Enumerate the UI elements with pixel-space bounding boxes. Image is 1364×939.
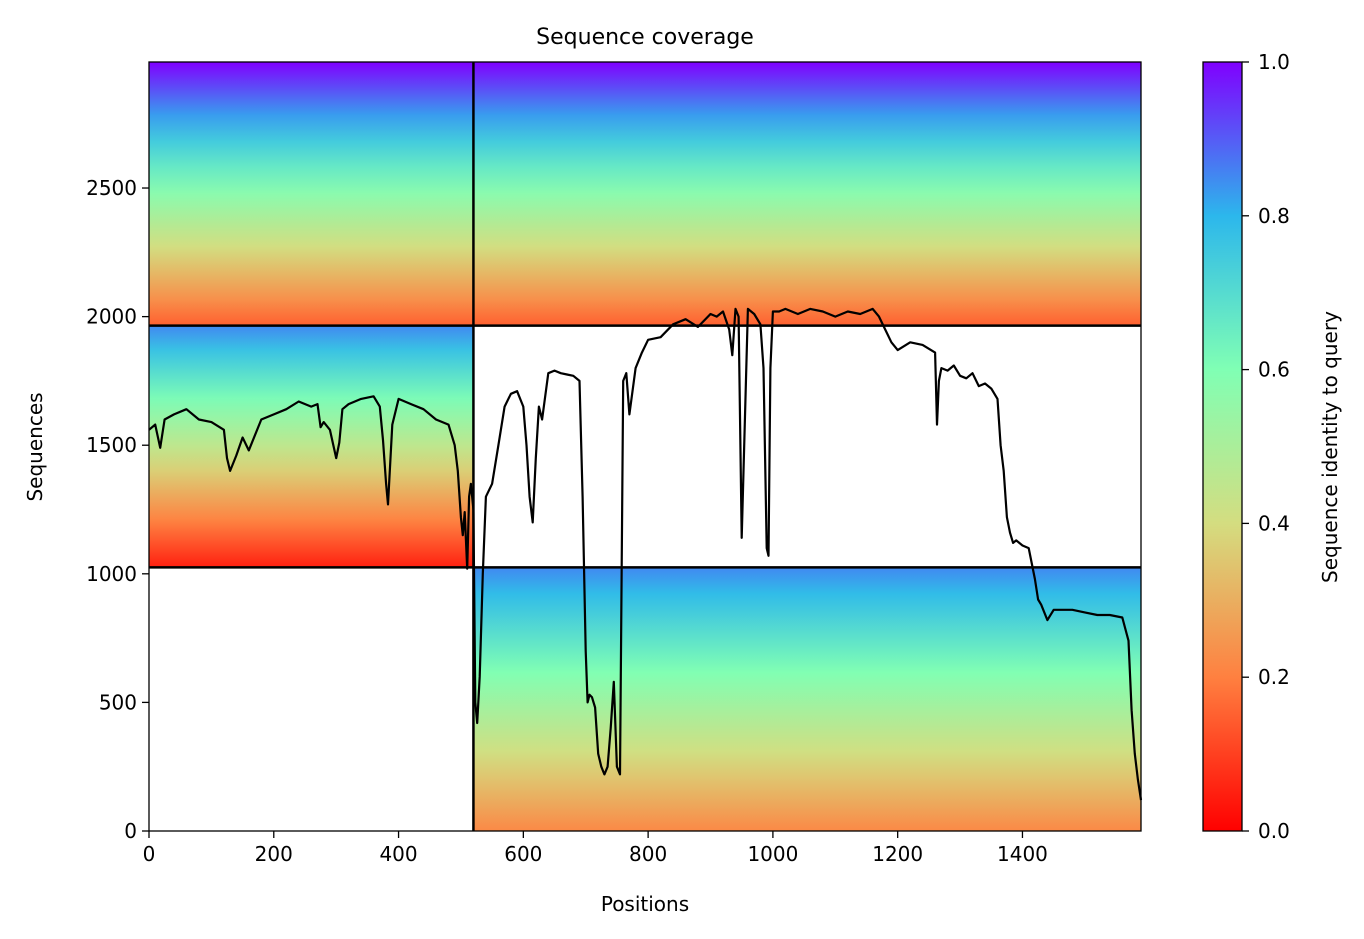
colorbar-tick-label: 0.4 [1258, 511, 1290, 535]
heatmap-block [473, 62, 1141, 326]
plot-area [148, 61, 1143, 832]
heatmap-block [149, 62, 474, 326]
coverage-line [148, 307, 1143, 801]
x-tick-label: 1400 [997, 842, 1048, 866]
heatmap-block [473, 567, 1141, 831]
x-tick-label: 0 [143, 842, 156, 866]
y-tick-label: 1500 [86, 433, 137, 457]
y-axis: 0 500 1000 1500 2000 2500 [86, 176, 149, 843]
colorbar-tick-label: 0.2 [1258, 665, 1290, 689]
colorbar-label: Sequence identity to query [1318, 311, 1342, 583]
x-tick-label: 1200 [872, 842, 923, 866]
colorbar-gradient [1202, 61, 1243, 832]
x-axis: 0 200 400 600 800 1000 1200 1400 [143, 831, 1048, 866]
x-tick-label: 800 [629, 842, 667, 866]
y-tick-label: 0 [124, 819, 137, 843]
colorbar-tick-label: 0.6 [1258, 358, 1290, 382]
colorbar-tick-label: 0.8 [1258, 204, 1290, 228]
heatmap-block [149, 325, 474, 568]
x-tick-label: 600 [504, 842, 542, 866]
domain-boundaries [149, 62, 1141, 831]
colorbar: 0.0 0.2 0.4 0.6 0.8 1.0 Sequence identity to … [1202, 50, 1342, 843]
x-tick-label: 400 [379, 842, 417, 866]
plot-frame [148, 61, 1142, 832]
colorbar-tick-label: 1.0 [1258, 50, 1290, 74]
x-tick-label: 200 [255, 842, 293, 866]
chart-title: Sequence coverage [536, 25, 754, 50]
y-axis-label: Sequences [23, 392, 47, 501]
x-tick-label: 1000 [747, 842, 798, 866]
y-tick-label: 500 [99, 690, 137, 714]
colorbar-ticks: 0.0 0.2 0.4 0.6 0.8 1.0 [1242, 50, 1290, 843]
colorbar-tick-label: 0.0 [1258, 819, 1290, 843]
y-tick-label: 2000 [86, 305, 137, 329]
x-axis-label: Positions [601, 892, 689, 916]
y-tick-label: 2500 [86, 176, 137, 200]
identity-heatmap [149, 62, 1141, 831]
y-tick-label: 1000 [86, 562, 137, 586]
